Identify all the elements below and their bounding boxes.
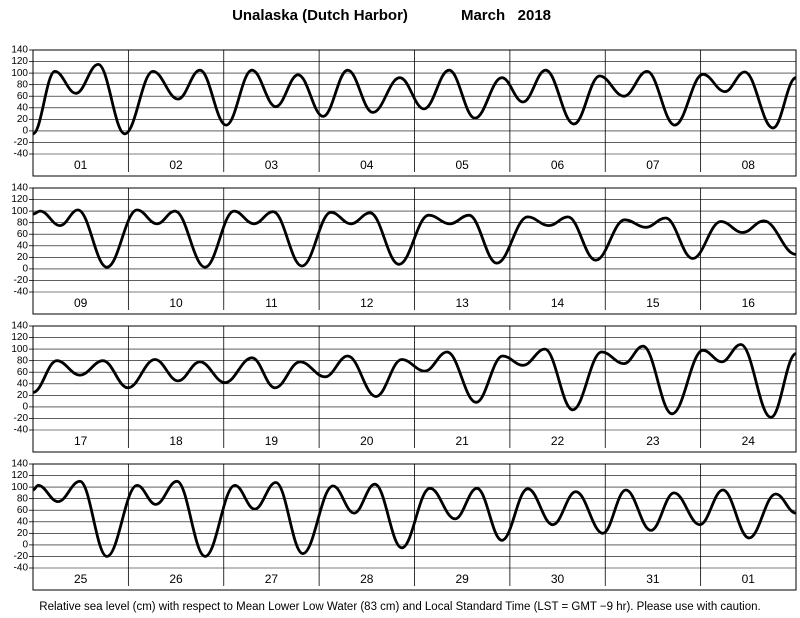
x-tick-label: 12 xyxy=(360,296,374,310)
y-tick-label: 40 xyxy=(17,240,29,251)
x-tick-label: 22 xyxy=(551,434,565,448)
tide-line xyxy=(32,343,797,419)
x-tick-label: 24 xyxy=(742,434,756,448)
y-tick-label: 20 xyxy=(17,252,29,263)
plot-frame xyxy=(32,325,797,453)
y-tick-label: -20 xyxy=(14,137,29,148)
x-tick-label: 04 xyxy=(360,158,374,172)
x-tick-label: 08 xyxy=(742,158,756,172)
plot-frame xyxy=(32,49,797,177)
y-tick-label: 0 xyxy=(22,402,28,413)
y-tick-label: 120 xyxy=(11,194,28,205)
x-tick-label: 06 xyxy=(551,158,565,172)
footnote: Relative sea level (cm) with respect to … xyxy=(39,601,760,613)
y-tick-label: 120 xyxy=(11,470,28,481)
x-tick-label: 15 xyxy=(646,296,660,310)
y-tick-label: 100 xyxy=(11,68,28,79)
x-tick-label: 02 xyxy=(169,158,183,172)
x-tick-label: 13 xyxy=(456,296,470,310)
y-tick-label: 40 xyxy=(17,102,29,113)
y-tick-label: 140 xyxy=(11,459,28,470)
y-tick-label: 120 xyxy=(11,56,28,67)
x-tick-label: 14 xyxy=(551,296,565,310)
y-tick-label: 80 xyxy=(17,493,29,504)
plot-frame xyxy=(32,187,797,315)
x-tick-label: 20 xyxy=(360,434,374,448)
y-tick-label: -20 xyxy=(14,275,29,286)
y-tick-label: 60 xyxy=(17,505,29,516)
tide-line xyxy=(32,479,797,558)
chart-date: March 2018 xyxy=(461,7,551,24)
tide-line xyxy=(32,208,797,269)
x-tick-label: 31 xyxy=(646,572,660,586)
y-tick-label: 60 xyxy=(17,91,29,102)
tide-line xyxy=(31,63,797,136)
chart-title: Unalaska (Dutch Harbor) xyxy=(232,7,408,24)
y-tick-label: 40 xyxy=(17,378,29,389)
y-tick-label: 100 xyxy=(11,206,28,217)
y-tick-label: 60 xyxy=(17,367,29,378)
y-tick-label: 0 xyxy=(22,540,28,551)
x-tick-label: 16 xyxy=(742,296,756,310)
y-tick-label: 20 xyxy=(17,390,29,401)
x-tick-label: 01 xyxy=(74,158,88,172)
y-tick-label: -20 xyxy=(14,413,29,424)
x-tick-label: 21 xyxy=(456,434,470,448)
x-tick-label: 03 xyxy=(265,158,279,172)
y-tick-label: 80 xyxy=(17,355,29,366)
x-tick-label: 29 xyxy=(456,572,470,586)
y-tick-label: 20 xyxy=(17,528,29,539)
x-tick-label: 26 xyxy=(169,572,183,586)
x-tick-label: 30 xyxy=(551,572,565,586)
y-tick-label: -40 xyxy=(14,287,29,298)
y-tick-label: 140 xyxy=(11,45,28,56)
y-tick-label: 60 xyxy=(17,229,29,240)
y-tick-label: 0 xyxy=(22,126,28,137)
y-tick-label: -40 xyxy=(14,425,29,436)
x-tick-label: 09 xyxy=(74,296,88,310)
y-tick-label: 40 xyxy=(17,516,29,527)
x-tick-label: 17 xyxy=(74,434,88,448)
x-tick-label: 23 xyxy=(646,434,660,448)
x-tick-label: 19 xyxy=(265,434,279,448)
y-tick-label: 100 xyxy=(11,344,28,355)
y-tick-label: 20 xyxy=(17,114,29,125)
x-tick-label: 11 xyxy=(265,296,278,310)
y-tick-label: 0 xyxy=(22,264,28,275)
x-tick-label: 27 xyxy=(265,572,279,586)
x-tick-label: 28 xyxy=(360,572,374,586)
x-tick-label: 25 xyxy=(74,572,88,586)
y-tick-label: 80 xyxy=(17,79,29,90)
y-tick-label: 80 xyxy=(17,217,29,228)
x-tick-label: 01 xyxy=(742,572,756,586)
x-tick-label: 10 xyxy=(169,296,183,310)
y-tick-label: 100 xyxy=(11,482,28,493)
x-tick-label: 18 xyxy=(169,434,183,448)
y-tick-label: 120 xyxy=(11,332,28,343)
plot-frame xyxy=(32,463,797,591)
y-tick-label: 140 xyxy=(11,321,28,332)
x-tick-label: 07 xyxy=(646,158,660,172)
y-tick-label: -40 xyxy=(14,563,29,574)
y-tick-label: -40 xyxy=(14,149,29,160)
y-tick-label: 140 xyxy=(11,183,28,194)
x-tick-label: 05 xyxy=(456,158,470,172)
y-tick-label: -20 xyxy=(14,551,29,562)
